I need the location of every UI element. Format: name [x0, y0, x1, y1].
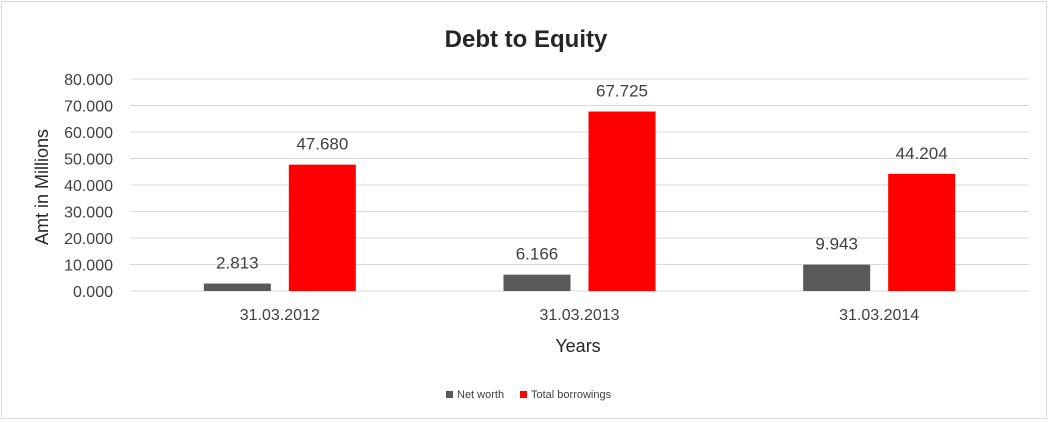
gridlines — [130, 78, 1029, 292]
legend-swatch — [520, 391, 527, 398]
bar-net-worth — [503, 274, 571, 291]
legend-label: Total borrowings — [531, 389, 612, 401]
y-tick-label: 10.000 — [64, 258, 113, 275]
data-label: 44.204 — [896, 144, 948, 163]
legend-label: Net worth — [457, 389, 504, 401]
y-tick-label: 30.000 — [64, 205, 113, 222]
y-tick-label: 70.000 — [64, 99, 113, 116]
y-tick-label: 40.000 — [64, 178, 113, 195]
y-tick-label: 20.000 — [64, 231, 113, 248]
x-tick-label: 31.03.2012 — [240, 307, 320, 324]
y-tick-label: 80.000 — [64, 72, 113, 89]
bar-total-borrowings — [288, 164, 356, 291]
bar-net-worth — [203, 283, 271, 291]
data-label: 47.680 — [296, 135, 348, 154]
legend-swatch — [446, 391, 453, 398]
data-label: 2.813 — [216, 254, 259, 273]
x-axis-ticks: 31.03.2012 31.03.2013 31.03.2014 — [240, 307, 920, 324]
y-tick-label: 50.000 — [64, 152, 113, 169]
y-tick-label: 0.000 — [73, 284, 113, 301]
bar-total-borrowings — [588, 111, 656, 291]
legend: Net worth Total borrowings — [446, 389, 612, 401]
data-labels: 2.813 47.680 6.166 67.725 9.943 44.204 — [216, 82, 948, 273]
chart-title: Debt to Equity — [445, 26, 608, 53]
x-axis-title: Years — [555, 336, 600, 356]
data-label: 6.166 — [516, 245, 559, 264]
y-axis-ticks: 0.000 10.000 20.000 30.000 40.000 50.000 60.00… — [64, 72, 113, 301]
bar-total-borrowings — [888, 173, 956, 291]
data-label: 9.943 — [815, 235, 858, 254]
y-tick-label: 60.000 — [64, 125, 113, 142]
x-tick-label: 31.03.2013 — [539, 307, 619, 324]
data-label: 67.725 — [596, 82, 648, 101]
bars — [203, 111, 956, 291]
x-tick-label: 31.03.2014 — [839, 307, 919, 324]
bar-net-worth — [803, 264, 871, 291]
y-axis-title: Amt in Millions — [32, 129, 52, 245]
